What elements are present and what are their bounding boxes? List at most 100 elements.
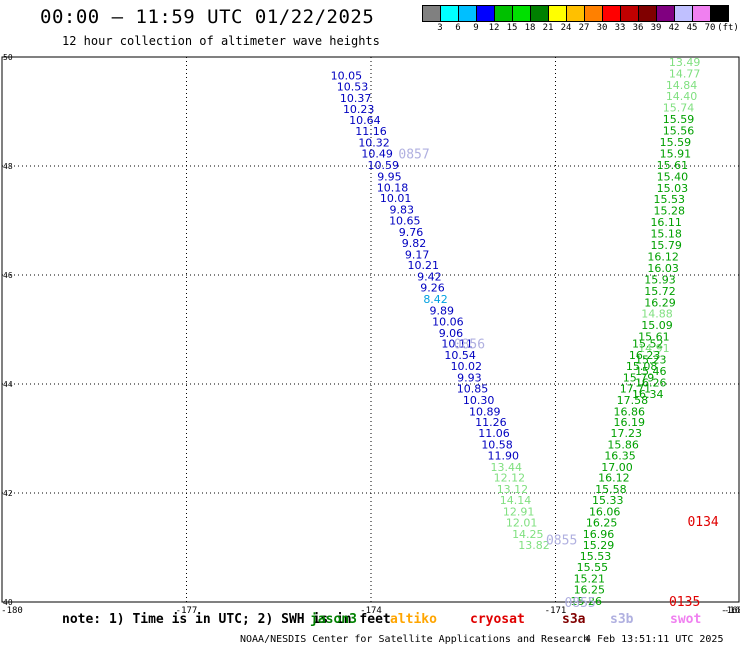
wave-height-point: 15.74: [663, 102, 695, 115]
wave-height-point: 9.06: [439, 327, 464, 340]
wave-height-point: 15.53: [580, 550, 612, 563]
plot-border: [1, 56, 740, 603]
wave-height-point: 15.21: [574, 573, 606, 586]
wave-height-point: 9.26: [420, 282, 445, 295]
wave-height-point: 9.89: [429, 304, 454, 317]
wave-height-point: 15.93: [644, 273, 676, 286]
y-tick-label: 46: [3, 271, 13, 280]
color-scale-label: 42: [668, 23, 680, 33]
wave-height-point: 10.49: [361, 147, 393, 160]
x-tick-label: -168: [721, 606, 740, 616]
wave-height-point: 15.52: [632, 338, 664, 351]
wave-height-point: 8.42: [423, 293, 448, 306]
satellite-legend-item: s3b: [610, 612, 634, 627]
wave-height-point: 16.34: [632, 388, 664, 401]
wave-height-point: 16.35: [604, 449, 636, 462]
wave-height-point: 10.18: [377, 181, 409, 194]
pass-time-label: 0135: [669, 595, 700, 610]
color-scale-label: (ft): [717, 23, 739, 33]
wave-height-point: 15.53: [654, 193, 686, 206]
y-tick-label: 40: [3, 598, 13, 607]
axis-ticks: -180 -177 -174 -171 -168-16 40 42 44 46 48 50: [1, 53, 740, 616]
wave-height-point: 16.23: [629, 349, 661, 362]
color-scale-label: 33: [614, 23, 626, 33]
wave-height-point: 12.12: [494, 472, 526, 485]
plot-frame: [1, 56, 740, 603]
y-tick-label: 48: [3, 162, 13, 171]
pass-time-label: 0134: [687, 515, 718, 530]
wave-height-point: 10.01: [380, 192, 412, 205]
wave-height-point: 16.06: [589, 506, 621, 519]
wave-height-point: 14.88: [641, 308, 673, 321]
wave-height-point: 15.59: [660, 136, 692, 149]
wave-height-point: 13.44: [491, 461, 523, 474]
color-scale-label: 3: [437, 23, 443, 33]
wave-height-point: 15.55: [577, 561, 609, 574]
wave-height-point: 15.56: [663, 125, 695, 138]
wave-height-point: 15.18: [650, 228, 682, 241]
wave-height-point: 11.90: [487, 449, 519, 462]
wave-height-point: 10.02: [451, 360, 483, 373]
wave-height-point: 10.37: [340, 92, 372, 105]
color-scale-label: 39: [650, 23, 662, 33]
wave-height-point: 16.25: [574, 583, 606, 596]
wave-height-point: 12.91: [503, 506, 535, 519]
generated-date: 4 Feb 13:51:11 UTC 2025: [585, 634, 724, 645]
wave-height-point: 11.16: [355, 125, 387, 138]
wave-height-point: 15.91: [660, 147, 692, 160]
wave-height-point: 16.25: [586, 516, 618, 529]
wave-height-point: 9.83: [390, 204, 415, 217]
wave-height-point: 15.23: [635, 353, 667, 366]
color-scale-label: 18: [524, 23, 536, 33]
wave-height-point: 15.40: [657, 170, 689, 183]
wave-height-point: 14.14: [500, 494, 532, 507]
color-scale-label: 70: [704, 23, 716, 33]
wave-height-point: 10.64: [349, 114, 381, 127]
wave-height-point: 10.59: [368, 159, 400, 172]
wave-height-point: 13.82: [518, 539, 550, 552]
y-tick-label: 50: [3, 53, 13, 62]
wave-height-point: 15.29: [583, 539, 615, 552]
wave-height-point: 10.54: [444, 349, 476, 362]
pass-time-label: 0856: [454, 338, 485, 353]
x-tick-label: -180: [1, 606, 23, 616]
wave-height-point: 16.96: [583, 528, 615, 541]
color-scale-label: 6: [455, 23, 461, 33]
x-tick-label: -16: [724, 606, 740, 616]
wave-height-point: 10.06: [432, 315, 464, 328]
wave-height-point: 15.79: [650, 239, 682, 252]
wave-height-point: 16.29: [644, 296, 676, 309]
wave-height-point: 15.72: [644, 285, 676, 298]
wave-height-point: 10.11: [441, 338, 473, 351]
color-scale-label: 15: [506, 23, 518, 33]
x-tick-label: -174: [360, 606, 382, 616]
x-tick-label: -177: [176, 606, 198, 616]
y-tick-label: 42: [3, 489, 13, 498]
color-scale-label: 27: [578, 23, 590, 33]
color-scale-label: 12: [488, 23, 500, 33]
color-swatch: [710, 5, 729, 22]
color-scale-label: 45: [686, 23, 698, 33]
wave-height-point: 10.89: [469, 405, 501, 418]
wave-height-point: 13.12: [497, 483, 529, 496]
wave-height-point: 9.93: [457, 371, 482, 384]
wave-height-point: 16.03: [647, 262, 679, 275]
wave-height-point: 15.33: [592, 494, 624, 507]
wave-height-point: 15.03: [657, 182, 689, 195]
wave-height-point: 15.26: [571, 595, 603, 608]
wave-height-point: 10.30: [463, 394, 495, 407]
wave-height-point: 12.01: [506, 516, 538, 529]
wave-height-point: 15.09: [641, 319, 673, 332]
wave-height-point: 13.49: [669, 56, 701, 69]
wave-height-point: 16.86: [614, 405, 646, 418]
wave-height-point: 14.91: [638, 342, 670, 355]
satellite-legend-item: altiko: [390, 612, 437, 627]
color-scale-label: 36: [632, 23, 644, 33]
wave-height-point: 14.77: [669, 67, 701, 80]
wave-height-point: 16.12: [647, 250, 679, 263]
chart-subtitle: 12 hour collection of altimeter wave hei…: [62, 34, 380, 48]
wave-height-point: 14.40: [666, 90, 698, 103]
wave-height-point: 10.23: [343, 103, 375, 116]
wave-height-point: 10.32: [358, 137, 390, 150]
